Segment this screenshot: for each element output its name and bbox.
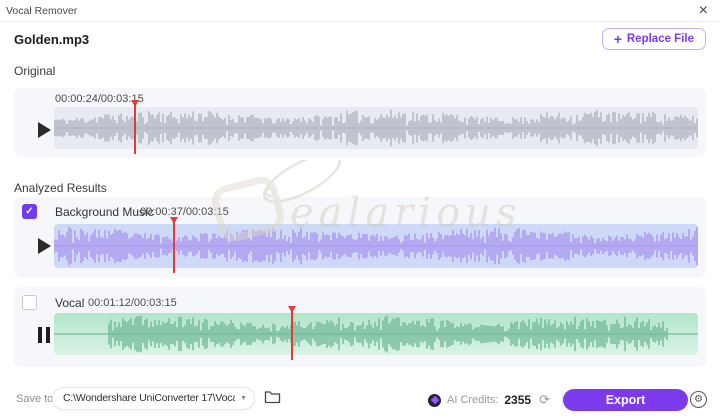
save-path-select[interactable]: C:\Wondershare UniConverter 17\Vocal Rem…: [52, 387, 255, 410]
vocal-time: 00:01:12/00:03:15: [88, 297, 177, 309]
replace-file-button[interactable]: + Replace File: [601, 28, 706, 50]
background-music-waveform[interactable]: [54, 217, 698, 273]
divider: [561, 393, 563, 407]
background-music-time: 00:00:37/00:03:15: [140, 206, 229, 218]
pause-icon: [38, 327, 58, 343]
vocal-pause-button[interactable]: [38, 325, 58, 345]
close-icon[interactable]: ×: [698, 2, 708, 19]
ai-credits-value: 2355: [504, 393, 532, 407]
ai-credits-label: AI Credits:: [447, 394, 499, 406]
save-path-value: C:\Wondershare UniConverter 17\Vocal Rem…: [63, 392, 235, 404]
ai-credits-area: AI Credits: 2355 ⟳: [428, 389, 590, 411]
original-waveform-svg: [54, 109, 698, 147]
play-icon: [38, 238, 51, 254]
original-play-button[interactable]: [38, 120, 58, 140]
export-button[interactable]: Export: [563, 389, 688, 411]
original-section-label: Original: [14, 64, 56, 78]
analyzed-results-label: Analyzed Results: [14, 181, 107, 195]
ai-credits-icon: [428, 393, 441, 407]
open-folder-button[interactable]: [264, 389, 281, 407]
dialog-title: Vocal Remover: [6, 5, 78, 17]
settings-gear-icon[interactable]: ⚙: [690, 391, 707, 408]
vocal-panel: Vocal 00:01:12/00:03:15: [14, 287, 706, 367]
plus-icon: +: [613, 31, 622, 47]
background-music-play-button[interactable]: [38, 236, 58, 256]
background-music-label: Background Music: [55, 205, 154, 219]
background-music-waveform-svg: [54, 226, 698, 266]
vocal-checkbox[interactable]: [22, 295, 37, 310]
vocal-label: Vocal: [55, 296, 85, 310]
play-icon: [38, 122, 51, 138]
save-to-label: Save to: [16, 393, 54, 405]
original-time: 00:00:24/00:03:15: [55, 93, 144, 105]
chevron-down-icon: ▼: [240, 395, 247, 402]
title-bar: Vocal Remover ×: [0, 0, 720, 22]
background-music-panel: ✓ Background Music 00:00:37/00:03:15: [14, 197, 706, 278]
check-icon: ✓: [25, 206, 34, 217]
original-player-panel: 00:00:24/00:03:15: [14, 88, 706, 157]
folder-icon: [264, 391, 281, 404]
original-waveform[interactable]: [54, 100, 698, 154]
background-music-checkbox[interactable]: ✓: [22, 204, 37, 219]
refresh-icon[interactable]: ⟳: [539, 392, 550, 407]
vocal-waveform-svg: [54, 315, 698, 353]
vocal-waveform[interactable]: [54, 306, 698, 360]
file-name: Golden.mp3: [14, 32, 90, 47]
replace-file-label: Replace File: [626, 33, 694, 45]
